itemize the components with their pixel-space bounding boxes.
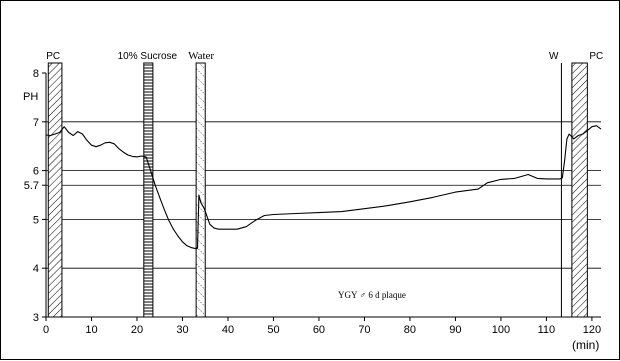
ph-series: [45, 125, 602, 250]
chart-annotation: YGY ♂ 6 d plaque: [338, 290, 406, 300]
series-line-0: [45, 125, 602, 250]
x-tick-label-7: 70: [358, 324, 370, 336]
marker-band-1: [143, 62, 154, 318]
x-tick-label-6: 60: [313, 324, 325, 336]
x-tick-label-1: 10: [85, 324, 97, 336]
y-tick-label-1: 4: [33, 263, 39, 275]
x-axis-unit-label: (min): [572, 338, 599, 352]
marker-label-4: PC: [589, 51, 603, 62]
marker-band-2: [195, 62, 206, 318]
marker-label-2: Water: [188, 50, 214, 62]
x-tick-label-9: 90: [449, 324, 461, 336]
y-axis-label: PH: [23, 91, 38, 103]
y-tick-label-6: 8: [33, 68, 39, 80]
x-tick-label-2: 20: [131, 324, 143, 336]
marker-label-3: W: [549, 51, 559, 62]
marker-band-4: [571, 62, 588, 318]
y-tick-label-0: 3: [33, 312, 39, 324]
y-tick-label-2: 5: [33, 214, 39, 226]
y-tick-label-4: 6: [33, 166, 39, 178]
y-tick-label-5: 7: [33, 117, 39, 129]
x-tick-label-10: 100: [492, 324, 510, 336]
x-tick-label-8: 80: [404, 324, 416, 336]
x-tick-label-5: 50: [267, 324, 279, 336]
x-tick-label-12: 120: [583, 324, 601, 336]
x-tick-label-4: 40: [222, 324, 234, 336]
gridlines: [46, 121, 601, 269]
marker-label-0: PC: [46, 51, 60, 62]
x-tick-label-3: 30: [176, 324, 188, 336]
y-tick-label-3: 5.7: [24, 180, 39, 192]
x-tick-label-0: 0: [43, 324, 49, 336]
marker-label-1: 10% Sucrose: [118, 51, 178, 62]
event-markers: PC 10% Sucrose Water W PC: [46, 50, 603, 318]
marker-band-0: [47, 62, 63, 318]
x-tick-label-11: 110: [538, 324, 556, 336]
